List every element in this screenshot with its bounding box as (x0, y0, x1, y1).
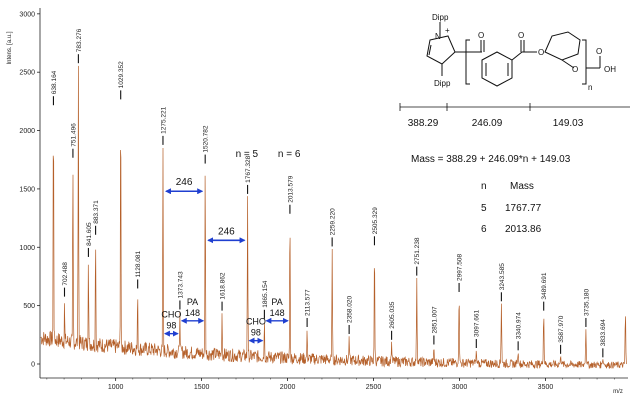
mass-table-header-n: n (481, 181, 487, 192)
y-ticks: 0 500 1000 1500 2000 2500 3000 (19, 11, 40, 368)
mass-table-row-1-mass: 1767.77 (505, 203, 542, 214)
cyclohexane-o-bond (561, 59, 575, 69)
peak-label-15: 2113.577 (305, 289, 312, 316)
peak-label-29: 3833.694 (600, 319, 607, 346)
y-tick-label-4: 2000 (19, 128, 35, 135)
n-atom-label: N (435, 32, 441, 41)
peak-label-3: 783.276 (76, 28, 83, 52)
spectrum-trace (40, 65, 627, 370)
peak-label-12: 1767.328 (245, 155, 252, 182)
y-tick-label-0: 0 (31, 361, 35, 368)
peak-label-22: 2997.508 (457, 254, 464, 281)
o-label-3: O (538, 48, 544, 57)
peak-label-14: 2013.579 (287, 175, 294, 202)
fragment-arrow-top-label-2: CHO (246, 317, 266, 327)
fragment-mass-2: 246.09 (472, 118, 503, 129)
fragment-mass-3: 149.03 (553, 118, 584, 129)
mass-table-row-1-n: 5 (481, 203, 487, 214)
fragment-mass-1: 388.29 (408, 118, 439, 129)
fragment-arrow-top-label-3: PA (271, 297, 282, 307)
mass-table-row-2-n: 6 (481, 224, 487, 235)
n-label-0: n = 5 (236, 149, 259, 160)
o-label-4: O (572, 65, 578, 74)
y-tick-label-3: 1500 (19, 186, 35, 193)
peak-label-20: 2751.238 (414, 237, 421, 264)
axes: Intens. [a.u.] m/z (7, 8, 628, 395)
peak-label-13: 1865.154 (262, 280, 269, 307)
dipp-bottom-label: Dipp (434, 79, 451, 88)
peak-label-1: 702.488 (62, 262, 69, 286)
peak-label-21: 2851.007 (431, 306, 438, 333)
x-tick-label-4: 3000 (452, 384, 468, 391)
n-label-1: n = 6 (278, 149, 301, 160)
spacing-label-1: 246 (218, 226, 235, 237)
imidazolium-ring (426, 35, 456, 65)
fragment-arrow-top-label-1: PA (187, 297, 198, 307)
close-bracket (582, 39, 587, 85)
fragment-arrow-bottom-label-2: 98 (251, 328, 261, 338)
dipp-top-label: Dipp (432, 13, 449, 22)
peak-label-6: 1029.352 (118, 61, 125, 88)
peak-label-23: 3097.661 (474, 310, 481, 337)
x-tick-label-0: 1000 (108, 384, 124, 391)
peak-label-8: 1275.221 (160, 106, 167, 133)
structure-labels: Dipp Dipp N + O O O O n O OH (432, 13, 616, 92)
mass-table: n Mass 5 1767.77 6 2013.86 (481, 181, 542, 235)
y-tick-label-2: 1000 (19, 245, 35, 252)
o-label-1: O (478, 31, 484, 40)
fragment-arrow-bottom-label-3: 148 (270, 308, 285, 318)
ring1-to-ester (511, 51, 523, 61)
peak-label-18: 2505.329 (372, 207, 379, 234)
x-tick-label-2: 2000 (280, 384, 296, 391)
x-axis-title: m/z (613, 389, 623, 395)
peak-markers (52, 54, 604, 358)
spacing-label-0: 246 (176, 177, 193, 188)
y-tick-label-5: 2500 (19, 70, 35, 77)
peak-label-5: 883.371 (93, 200, 100, 224)
o-label-2: O (518, 31, 524, 40)
peak-label-24: 3243.585 (499, 263, 506, 290)
peak-label-19: 2605.035 (389, 301, 396, 328)
polymer-structure (426, 22, 601, 87)
peak-label-2: 751.496 (70, 123, 77, 147)
peak-label-4: 841.605 (86, 222, 93, 246)
peak-label-10: 1520.782 (203, 125, 210, 152)
y-tick-label-6: 3000 (19, 11, 35, 18)
peak-label-0: 638.164 (51, 70, 58, 94)
ring-double-bond (428, 44, 432, 56)
peak-label-9: 1373.743 (177, 271, 184, 298)
fragment-mass-bar (399, 103, 630, 111)
x-ticks: 1000 1500 2000 2500 3000 3500 (46, 378, 615, 391)
x-tick-label-5: 3500 (538, 384, 554, 391)
peak-label-11: 1618.862 (219, 272, 226, 299)
fragment-arrow-top-label-0: CHO (161, 310, 181, 320)
peak-label-28: 3735.180 (583, 289, 590, 316)
o-label-5: O (596, 47, 602, 56)
oh-label: OH (604, 65, 616, 74)
peak-label-25: 3340.974 (516, 312, 523, 339)
mass-formula: Mass = 388.29 + 246.09*n + 149.03 (411, 154, 571, 165)
peak-label-16: 2259.220 (330, 208, 337, 235)
x-tick-label-3: 2500 (366, 384, 382, 391)
fragment-arrow-bottom-label-0: 98 (166, 321, 176, 331)
mass-table-header-mass: Mass (510, 181, 534, 192)
open-bracket (465, 39, 470, 85)
peak-label-7: 1128.081 (135, 250, 142, 277)
subscript-n: n (588, 83, 592, 92)
benzene-ring-1 (481, 51, 513, 87)
peak-label-26: 3489.691 (541, 272, 548, 299)
peak-labels: 638.164 702.488 751.496 783.276 841.605883.3… (51, 28, 607, 346)
fragment-arrow-bottom-label-1: 148 (185, 308, 200, 318)
mass-table-row-2-mass: 2013.86 (505, 224, 542, 235)
y-tick-label-1: 500 (23, 303, 35, 310)
plus-sign: + (445, 26, 450, 35)
x-tick-label-1: 1500 (194, 384, 210, 391)
peak-label-17: 2358.020 (347, 296, 354, 323)
peak-label-27: 3587.970 (558, 315, 565, 342)
y-axis-title: Intens. [a.u.] (7, 31, 13, 64)
